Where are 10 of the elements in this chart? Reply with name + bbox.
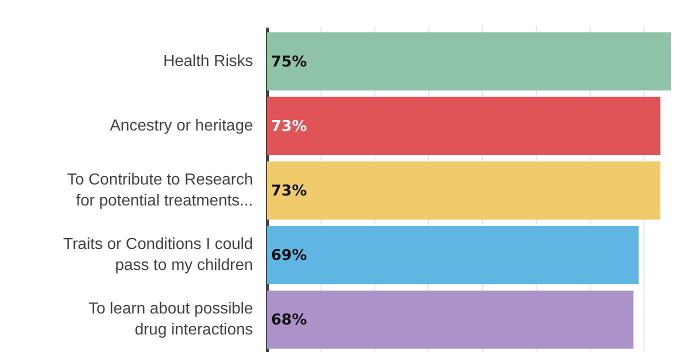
y-tick-label: To learn about possible drug interactions [88,300,254,339]
y-tick-label: Traits or Conditions I could pass to my children [63,236,253,274]
data-label: 75% [271,52,307,70]
y-tick-label: Health Risks [163,52,253,70]
data-label: 69% [271,246,307,264]
data-label: 73% [271,182,307,200]
y-tick-label: Ancestry or heritage [110,117,254,134]
data-label: 73% [271,116,307,135]
data-label: 68% [271,310,307,329]
y-tick-label: To Contribute to Research for potential treatments... [67,172,253,210]
